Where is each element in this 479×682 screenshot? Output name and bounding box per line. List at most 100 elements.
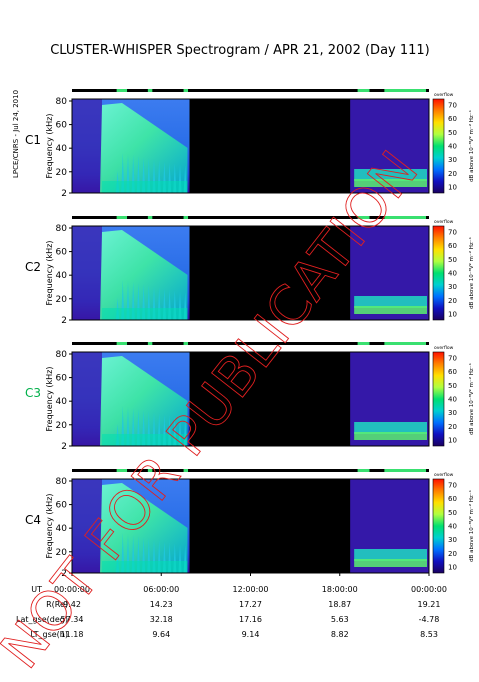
y-tick-label: 80 [56, 477, 68, 487]
panel-label-c2: C2 [25, 260, 41, 274]
ephemeris-value: 8.82 [331, 630, 349, 639]
y-tick-label: 80 [56, 350, 68, 360]
status-segment [147, 342, 153, 345]
ephemeris-value: 9.64 [152, 630, 170, 639]
colorbar-overflow-label: overflow [434, 92, 454, 98]
spectrogram-band-2 [354, 422, 427, 434]
ephemeris-value: -4.78 [419, 615, 440, 624]
status-strip [72, 342, 429, 345]
x-tick-label: 00:00:00 [411, 585, 447, 594]
colorbar-label: dB above 10⁻⁸V² m⁻² Hz⁻¹ [468, 363, 475, 435]
ephemeris-value: 14.23 [150, 600, 173, 609]
status-segment [357, 89, 370, 92]
colorbar-overflow-label: overflow [434, 219, 454, 225]
status-segment [116, 342, 128, 345]
colorbar-tick-label: 20 [448, 550, 457, 558]
status-segment [183, 342, 189, 345]
colorbar-tick-label: 50 [448, 382, 457, 390]
spectrogram-plasma-band [72, 99, 102, 193]
status-strip [72, 216, 429, 219]
x-tick-label: 12:00:00 [233, 585, 269, 594]
colorbar-tick-label: 30 [448, 536, 457, 544]
colorbar-tick-label: 60 [448, 495, 457, 503]
y-axis-label: Frequency (kHz) [45, 494, 54, 559]
y-tick-label: 20 [56, 421, 68, 431]
spectrogram-band-2 [354, 549, 427, 561]
colorbar-label: dB above 10⁻⁸V² m⁻² Hz⁻¹ [468, 490, 475, 562]
ephemeris-table: UT 00:00:00 06:00:00 12:00:00 18:00:00 00:00:… [16, 585, 447, 639]
colorbar-tick-label: 60 [448, 115, 457, 123]
spectrogram-wedge [100, 483, 188, 573]
y-tick-label: 40 [56, 524, 68, 534]
ephemeris-label-ut: UT [31, 585, 42, 594]
colorbar-tick-label: 10 [448, 184, 457, 192]
status-segment [116, 216, 128, 219]
y-axis-label: Frequency (kHz) [45, 114, 54, 179]
figure-title: CLUSTER-WHISPER Spectrogram / APR 21, 20… [50, 43, 430, 58]
y-tick-label: 2 [61, 316, 67, 326]
spectrogram-band-2b [354, 432, 427, 440]
colorbar-label: dB above 10⁻⁸V² m⁻² Hz⁻¹ [468, 237, 475, 309]
colorbar-tick-label: 40 [448, 396, 457, 404]
colorbar-tick-label: 50 [448, 256, 457, 264]
colorbar-tick-label: 10 [448, 311, 457, 319]
ephemeris-value: 19.21 [418, 600, 441, 609]
ephemeris-label: Lat_gse(deg) [16, 615, 68, 624]
spectrogram-lowband [102, 561, 188, 573]
ephemeris-value: 32.18 [150, 615, 173, 624]
axes-frame [71, 225, 430, 321]
colorbar-tick-label: 70 [448, 355, 457, 363]
status-segment [147, 216, 153, 219]
colorbar-tick-label: 30 [448, 156, 457, 164]
status-strip [72, 89, 429, 92]
y-axis-label: Frequency (kHz) [45, 367, 54, 432]
y-tick-label: 60 [56, 374, 68, 384]
spectrogram-band-2b [354, 306, 427, 314]
ephemeris-value: 57.34 [61, 615, 84, 624]
spectrogram-band-2b [354, 179, 427, 187]
ephemeris-value: 5.63 [331, 615, 349, 624]
ephemeris-value: 18.87 [328, 600, 351, 609]
colorbar [432, 351, 445, 447]
status-segment [357, 216, 370, 219]
ephemeris-label: R(Re) [46, 600, 68, 609]
ephemeris-value: 17.27 [239, 600, 262, 609]
colorbar-tick-label: 10 [448, 437, 457, 445]
spectrogram-plasma-band [72, 479, 102, 573]
colorbar-tick-label: 30 [448, 409, 457, 417]
y-tick-label: 2 [61, 442, 67, 452]
spectrogram-band-2b [354, 559, 427, 567]
x-tick-label: 18:00:00 [322, 585, 358, 594]
panel-label-c1: C1 [25, 133, 41, 147]
status-segment [116, 89, 128, 92]
y-tick-label: 80 [56, 97, 68, 107]
colorbar-overflow-label: overflow [434, 472, 454, 478]
colorbar [432, 225, 445, 321]
y-tick-label: 2 [61, 189, 67, 199]
spectrogram-wedge [100, 103, 188, 193]
y-tick-label: 20 [56, 548, 68, 558]
colorbar [432, 98, 445, 194]
colorbar-tick-label: 70 [448, 229, 457, 237]
side-credit: LPCE/CNRS - Jul 24, 2010 [12, 90, 20, 178]
y-tick-label: 2 [61, 569, 67, 579]
colorbar-label: dB above 10⁻⁸V² m⁻² Hz⁻¹ [468, 110, 475, 182]
panel-label-c4: C4 [25, 513, 41, 527]
status-segment [183, 89, 189, 92]
spectrogram-band-2 [354, 169, 427, 181]
colorbar-tick-label: 50 [448, 509, 457, 517]
colorbar-tick-label: 40 [448, 523, 457, 531]
panel-label-c3: C3 [25, 386, 41, 400]
status-segment [116, 469, 128, 472]
ephemeris-value: 9.42 [63, 600, 81, 609]
colorbar-tick-label: 60 [448, 242, 457, 250]
colorbar-tick-label: 10 [448, 564, 457, 572]
y-tick-label: 20 [56, 168, 68, 178]
status-segment [147, 89, 153, 92]
y-tick-label: 20 [56, 295, 68, 305]
